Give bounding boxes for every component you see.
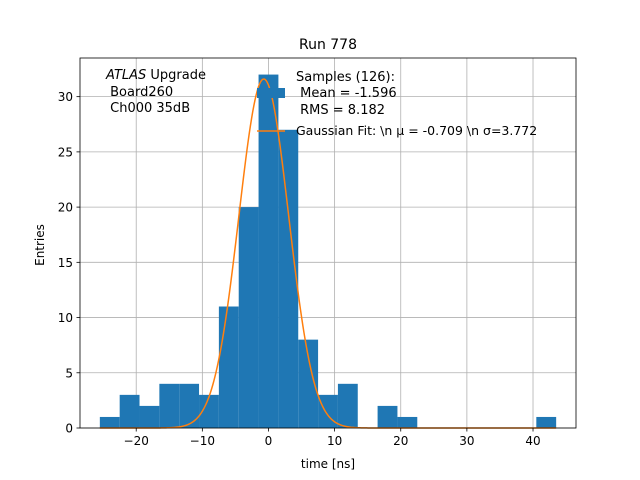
histogram-bar	[337, 383, 358, 428]
y-tick-label: 5	[65, 366, 73, 380]
legend-samples-line-2: Mean = -1.596	[296, 86, 397, 101]
y-tick-label: 0	[65, 422, 73, 436]
y-tick-label: 30	[58, 90, 73, 104]
x-tick-label: 40	[525, 434, 540, 448]
legend-samples-swatch	[257, 88, 285, 98]
x-tick-label: −10	[190, 434, 215, 448]
chart-title: Run 778	[299, 37, 357, 53]
x-axis-label: time [ns]	[301, 457, 355, 471]
legend-fit-label: Gaussian Fit: \n μ = -0.709 \n σ=3.772	[296, 123, 537, 138]
annotation-line-3: Ch000 35dB	[106, 101, 190, 116]
legend-samples-line-1: Samples (126):	[296, 70, 395, 85]
legend: Samples (126): Mean = -1.596 RMS = 8.182…	[257, 70, 537, 138]
atlas-annotation: ATLAS Upgrade Board260 Ch000 35dB	[105, 68, 206, 116]
y-tick-label: 10	[58, 311, 73, 325]
x-tick-label: 30	[459, 434, 474, 448]
histogram-bar	[397, 416, 418, 428]
histogram-bar	[536, 416, 557, 428]
x-axis-ticks: −20 −10 0 10 20 30 40	[124, 428, 541, 448]
y-tick-label: 25	[58, 145, 73, 159]
histogram-bar	[218, 306, 239, 428]
annotation-line-2: Board260	[106, 85, 173, 100]
histogram-bar	[119, 394, 140, 428]
histogram-bar	[238, 207, 259, 428]
x-tick-label: 0	[265, 434, 273, 448]
histogram-bar	[139, 405, 160, 428]
histogram-bar	[258, 74, 279, 428]
x-tick-label: 10	[327, 434, 342, 448]
y-tick-label: 20	[58, 201, 73, 215]
histogram-bar	[179, 383, 200, 428]
y-axis-label: Entries	[33, 224, 47, 266]
grid-lines	[80, 58, 576, 429]
plot-frame	[79, 57, 577, 429]
x-tick-label: 20	[393, 434, 408, 448]
histogram-bar	[99, 416, 120, 428]
histogram-bar	[318, 394, 338, 428]
histogram-bars	[99, 74, 557, 428]
histogram-bar	[199, 394, 219, 428]
legend-samples-line-3: RMS = 8.182	[296, 103, 385, 118]
histogram-bar	[377, 405, 398, 428]
histogram-bar	[278, 129, 299, 428]
y-axis-ticks: 0 5 10 15 20 25 30	[58, 90, 80, 436]
histogram-bar	[159, 383, 180, 428]
y-tick-label: 15	[58, 256, 73, 270]
histogram-bar	[298, 339, 319, 428]
x-tick-label: −20	[124, 434, 149, 448]
annotation-line-1: ATLAS Upgrade	[105, 68, 206, 83]
